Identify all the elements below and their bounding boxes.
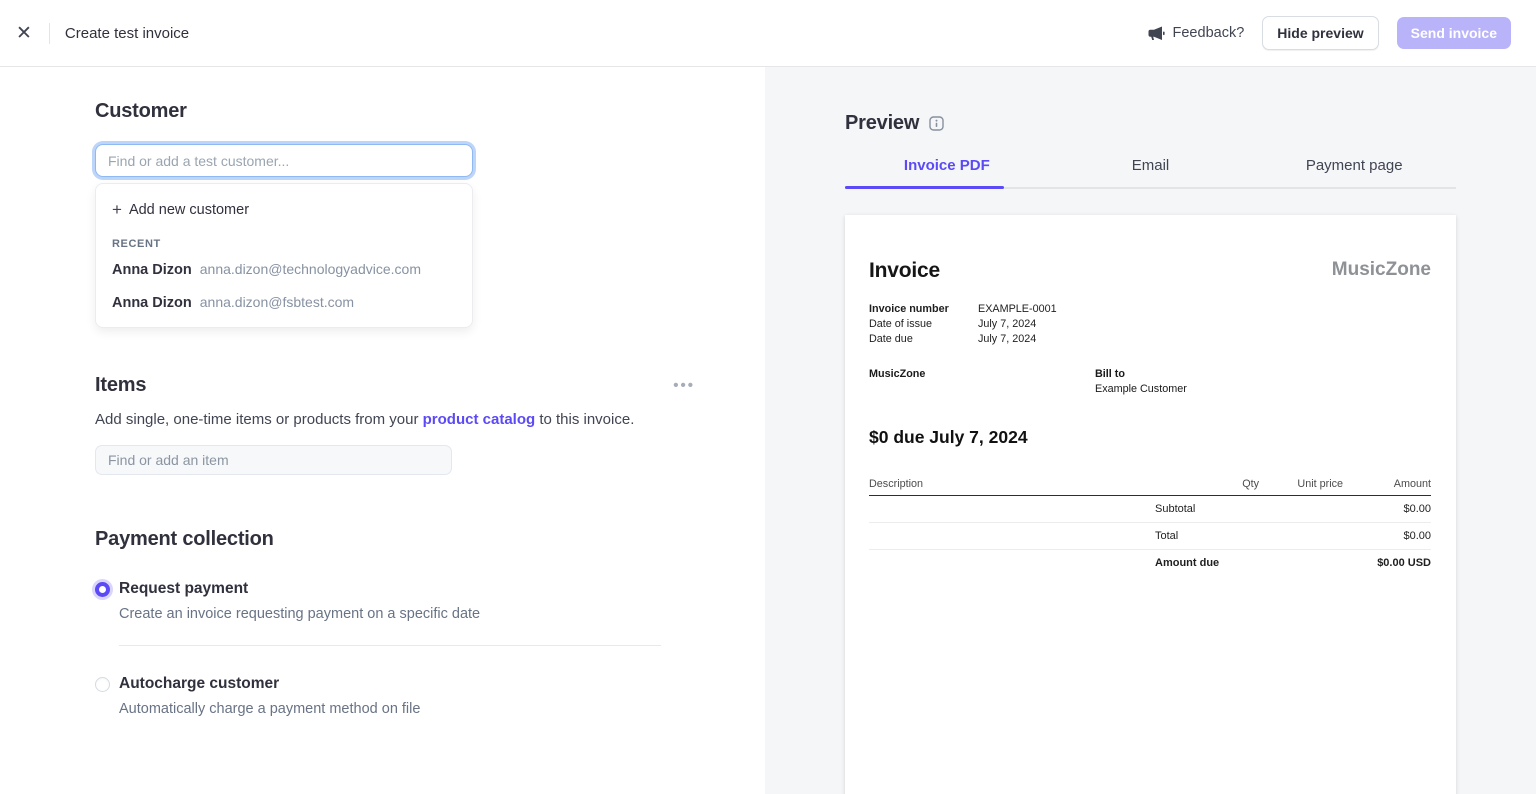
request-payment-description: Create an invoice requesting payment on … <box>119 606 481 622</box>
preview-panel: Preview Invoice PDF Email Payment page I… <box>765 67 1536 794</box>
preview-heading: Preview <box>845 112 920 134</box>
customer-heading: Customer <box>95 100 187 122</box>
item-search-input[interactable] <box>95 445 452 475</box>
product-catalog-link[interactable]: product catalog <box>422 411 536 428</box>
payment-collection-heading: Payment collection <box>95 528 274 550</box>
invoice-brand: MusicZone <box>1331 259 1431 280</box>
invoice-bill-to: Bill to Example Customer <box>1095 367 1187 397</box>
send-invoice-button[interactable]: Send invoice <box>1396 17 1511 49</box>
autocharge-customer-label: Autocharge customer <box>119 675 280 692</box>
subtotal-value: $0.00 <box>1403 503 1431 515</box>
items-description-text: to this invoice. <box>535 411 635 428</box>
top-bar: ✕ Create test invoice Feedback? Hide pre… <box>0 0 1536 67</box>
add-new-customer-label: Add new customer <box>128 202 250 218</box>
amount-due-label: Amount due <box>1155 557 1220 569</box>
options-divider <box>119 645 661 646</box>
autocharge-customer-option[interactable]: Autocharge customer <box>95 675 695 693</box>
plus-icon: + <box>112 200 122 219</box>
items-overflow-menu-icon[interactable]: ••• <box>673 377 695 394</box>
date-of-issue-label: Date of issue <box>869 318 933 330</box>
subtotal-label: Subtotal <box>1155 503 1196 515</box>
request-payment-option[interactable]: Request payment <box>95 580 695 598</box>
preview-tabs: Invoice PDF Email Payment page <box>845 157 1456 189</box>
total-row: Total $0.00 <box>869 523 1431 550</box>
radio-unselected-icon[interactable] <box>95 677 110 692</box>
items-description: Add single, one-time items or products f… <box>95 411 695 428</box>
header-divider <box>48 22 50 44</box>
invoice-editor-panel: Customer + Add new customer RECENT Anna … <box>0 67 765 794</box>
amount-due-value: $0.00 USD <box>1377 557 1431 569</box>
tab-payment-page[interactable]: Payment page <box>1305 157 1403 174</box>
page-title: Create test invoice <box>64 24 190 42</box>
feedback-button[interactable]: Feedback? <box>1148 25 1245 41</box>
invoice-pdf-preview: Invoice MusicZone Invoice number EXAMPLE… <box>845 215 1456 794</box>
bill-to-value: Example Customer <box>1095 383 1187 395</box>
column-amount: Amount <box>1393 478 1431 490</box>
items-heading: Items <box>95 374 147 396</box>
subtotal-row: Subtotal $0.00 <box>869 496 1431 523</box>
megaphone-icon <box>1148 26 1165 40</box>
recent-section-label: RECENT <box>112 238 161 250</box>
items-description-text: Add single, one-time items or products f… <box>95 411 423 428</box>
close-icon[interactable]: ✕ <box>16 22 32 44</box>
bill-to-label: Bill to <box>1095 368 1125 380</box>
date-due-label: Date due <box>869 333 913 345</box>
tab-invoice-pdf[interactable]: Invoice PDF <box>845 157 1049 189</box>
total-value: $0.00 <box>1403 530 1431 542</box>
feedback-label: Feedback? <box>1172 25 1245 41</box>
customer-email: anna.dizon@fsbtest.com <box>199 294 355 310</box>
radio-selected-icon[interactable] <box>95 582 110 597</box>
add-new-customer-option[interactable]: + Add new customer <box>96 192 472 228</box>
tab-email[interactable]: Email <box>1131 157 1170 174</box>
column-unit-price: Unit price <box>1297 478 1343 490</box>
invoice-meta: Invoice number EXAMPLE-0001 Date of issu… <box>869 302 1431 347</box>
request-payment-label: Request payment <box>119 580 249 597</box>
column-description: Description <box>869 478 924 490</box>
customer-name: Anna Dizon <box>112 295 192 311</box>
date-of-issue-value: July 7, 2024 <box>978 318 1037 330</box>
invoice-table-header: Description Qty Unit price Amount <box>869 478 1431 496</box>
invoice-number-value: EXAMPLE-0001 <box>978 303 1057 315</box>
column-qty: Qty <box>1242 478 1259 490</box>
customer-search-input[interactable] <box>95 144 473 177</box>
customer-dropdown: + Add new customer RECENT Anna Dizon ann… <box>95 183 473 328</box>
customer-list-item[interactable]: Anna Dizon anna.dizon@fsbtest.com <box>96 286 472 319</box>
autocharge-customer-description: Automatically charge a payment method on… <box>119 701 421 717</box>
invoice-number-label: Invoice number <box>869 303 949 315</box>
invoice-title: Invoice <box>869 259 940 282</box>
total-label: Total <box>1155 530 1179 542</box>
date-due-value: July 7, 2024 <box>978 333 1037 345</box>
customer-email: anna.dizon@technologyadvice.com <box>199 261 421 277</box>
amount-due-headline: $0 due July 7, 2024 <box>869 427 1028 447</box>
customer-name: Anna Dizon <box>112 262 192 278</box>
amount-due-row: Amount due $0.00 USD <box>869 550 1431 576</box>
customer-list-item[interactable]: Anna Dizon anna.dizon@technologyadvice.c… <box>96 253 472 286</box>
hide-preview-button[interactable]: Hide preview <box>1262 16 1379 50</box>
info-icon[interactable] <box>929 116 944 131</box>
invoice-from: MusicZone <box>869 368 926 380</box>
